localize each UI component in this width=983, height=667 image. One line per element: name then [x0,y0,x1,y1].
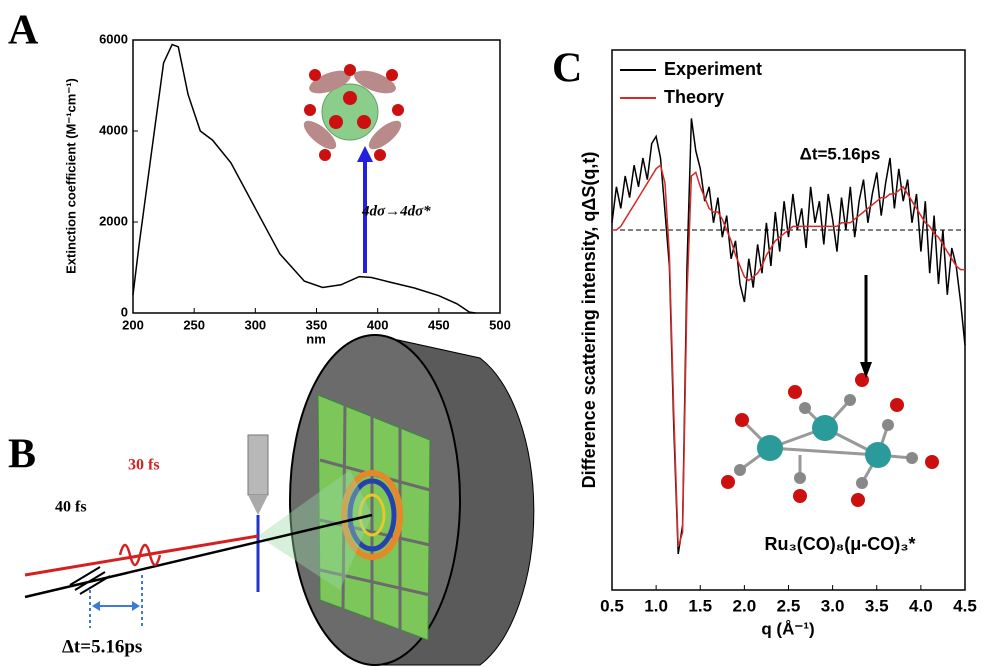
setup-diagram [24,334,535,666]
plot-frame [611,49,966,591]
x-tick-label: 300 [244,317,266,332]
panel-label: A [8,8,39,54]
x-tick-label: 0.5 [600,596,624,615]
y-tick-label: 0 [121,304,128,319]
x-tick-label: 3.5 [865,596,889,615]
delay-label: Δt=5.16ps [62,636,142,657]
arrow-head [860,362,872,378]
x-tick-label: 4.5 [953,596,977,615]
molecule-a [303,64,404,161]
x-tick-label: 1.5 [688,596,712,615]
legend-label: Experiment [664,59,762,79]
arrow-head [357,146,373,162]
x-tick-label: 2.0 [733,596,757,615]
x-tick-label: 400 [367,317,389,332]
annotation: Ru₃(CO)₈(μ-CO)₃* [764,534,915,554]
pulse-label: 30 fs [128,457,160,474]
molecule-c [721,373,939,507]
x-tick-label: 350 [306,317,328,332]
panel-label: C [552,46,582,92]
annotation: Δt=5.16ps [800,144,881,163]
y-axis-label: Extinction coefficient (M⁻¹cm⁻¹) [63,78,78,274]
y-axis-label: Difference scattering intensity, qΔS(q,t… [579,152,599,489]
x-axis-label: nm [306,331,326,346]
x-tick-label: 1.0 [644,596,668,615]
panel-label: B [8,432,36,478]
y-tick-label: 4000 [99,122,128,137]
x-tick-label: 3.0 [821,596,845,615]
pulse-label: 40 fs [55,499,87,516]
y-tick-label: 6000 [99,31,128,46]
x-tick-label: 200 [122,317,144,332]
legend-label: Theory [664,87,724,107]
x-tick-label: 2.5 [777,596,801,615]
x-tick-label: 4.0 [909,596,933,615]
data-line [612,163,965,548]
x-axis-label: q (Å⁻¹) [761,619,814,638]
x-tick-label: 450 [428,317,450,332]
y-tick-label: 2000 [99,213,128,228]
data-line [132,43,476,314]
annotation: 4dσ→4dσ* [361,203,431,219]
x-tick-label: 250 [183,317,205,332]
x-tick-label: 500 [489,317,511,332]
